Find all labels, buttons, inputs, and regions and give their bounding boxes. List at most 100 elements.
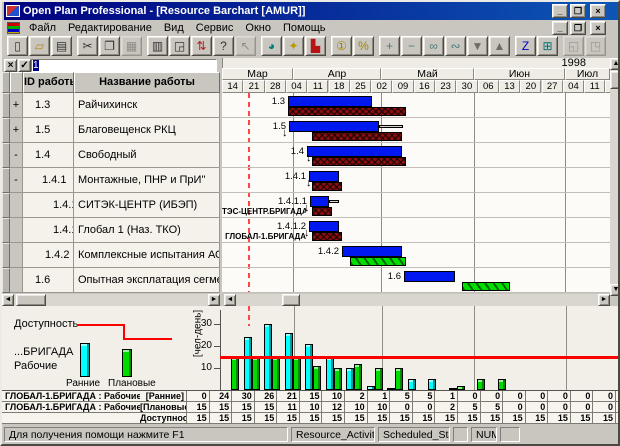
gantt-bar-green[interactable] [462, 282, 510, 291]
move-down-button[interactable]: ▼ [467, 36, 488, 56]
row-header[interactable] [2, 218, 10, 243]
row-header[interactable] [2, 243, 10, 268]
print-button[interactable]: ▥ [147, 36, 168, 56]
expand-toggle[interactable] [10, 218, 23, 243]
expand-toggle[interactable] [10, 193, 23, 218]
table-hscroll-thumb[interactable] [16, 294, 46, 306]
restore-button[interactable]: ❐ [570, 4, 586, 18]
scroll-right-icon[interactable]: ► [208, 294, 220, 306]
menu-сервис[interactable]: Сервис [195, 21, 234, 34]
row-header[interactable] [2, 93, 10, 118]
confirm-edit-button[interactable]: ✓ [18, 59, 31, 72]
menu-окно[interactable]: Окно [245, 21, 271, 34]
scroll-down-icon[interactable]: ▼ [610, 284, 618, 296]
remove-button[interactable]: − [401, 36, 422, 56]
table-row[interactable]: 1.4.1СИТЭК-ЦЕНТР (ИБЭП) [2, 193, 220, 218]
expand-toggle[interactable]: + [10, 118, 23, 143]
expand-toggle[interactable]: - [10, 143, 23, 168]
row-header[interactable] [2, 168, 10, 193]
sort-button[interactable]: ⇅ [191, 36, 212, 56]
cancel-edit-button[interactable]: × [4, 59, 17, 72]
row-header[interactable] [2, 143, 10, 168]
gantt-bar-blue[interactable] [307, 146, 402, 157]
add-button[interactable]: + [379, 36, 400, 56]
child-close-button[interactable]: × [590, 21, 606, 35]
paste-button[interactable]: ▦ [121, 36, 142, 56]
name-column-header[interactable]: Название работы [74, 72, 220, 93]
help-button[interactable]: ? [213, 36, 234, 56]
table-hscrollbar[interactable]: ◄ ► [2, 294, 220, 306]
row-header[interactable] [2, 268, 10, 293]
close-button[interactable]: × [590, 4, 606, 18]
gantt-bar-blue[interactable] [288, 96, 372, 107]
row-header[interactable] [2, 193, 10, 218]
gantt-bar-red[interactable] [312, 132, 402, 141]
scroll-right-icon[interactable]: ► [598, 294, 610, 306]
table-row[interactable]: 1.4.2 Комплексные испытания АО [2, 243, 220, 268]
minimize-button[interactable]: _ [552, 4, 568, 18]
duck-button[interactable]: ✦ [283, 36, 304, 56]
gantt-bar-float[interactable] [379, 125, 403, 128]
context-help-button[interactable]: ↖ [235, 36, 256, 56]
child-restore-button[interactable]: ❐ [570, 21, 586, 35]
link-nodes-button[interactable]: ∞ [423, 36, 444, 56]
gantt-bar-blue[interactable] [342, 246, 402, 257]
gantt-bar-red[interactable] [288, 107, 406, 116]
pane-splitter[interactable] [220, 294, 224, 306]
percent-button[interactable]: % [353, 36, 374, 56]
open-folder-button[interactable]: ▱ [29, 36, 50, 56]
gantt-bar-green[interactable] [350, 257, 406, 266]
barchart-button[interactable]: ▙ [305, 36, 326, 56]
menu-вид[interactable]: Вид [163, 21, 184, 34]
gantt-bar-blue[interactable] [309, 221, 339, 232]
menu-помощь[interactable]: Помощь [282, 21, 326, 34]
document-icon[interactable] [7, 21, 20, 34]
table-row[interactable]: +1.3 Райчихинск [2, 93, 220, 118]
gantt-hscrollbar[interactable]: ◄ ► [224, 294, 610, 306]
child-minimize-button[interactable]: _ [552, 21, 568, 35]
id-column-header[interactable]: ID работы [23, 72, 74, 93]
link-bars-button[interactable]: ∾ [445, 36, 466, 56]
copy-button[interactable]: ❐ [99, 36, 120, 56]
zoom-z-button[interactable]: Z [515, 36, 536, 56]
save-button[interactable]: ▤ [51, 36, 72, 56]
scroll-left-icon[interactable]: ◄ [2, 294, 14, 306]
cut-button[interactable]: ✂ [77, 36, 98, 56]
expand-toggle[interactable] [10, 243, 23, 268]
scroll-up-icon[interactable]: ▲ [610, 58, 618, 70]
expand-toggle[interactable]: - [10, 168, 23, 193]
unknown-right-button[interactable]: ◳ [585, 36, 606, 56]
move-up-button[interactable]: ▲ [489, 36, 510, 56]
table-row[interactable]: -1.4.1 Монтажные, ПНР и ПрИ" [2, 168, 220, 193]
expand-toggle[interactable]: + [10, 93, 23, 118]
new-document-button[interactable]: ▯ [7, 36, 28, 56]
menu-редактирование[interactable]: Редактирование [68, 21, 152, 34]
row-header[interactable] [2, 118, 10, 143]
scroll-left-icon[interactable]: ◄ [224, 294, 236, 306]
gantt-bar-red[interactable] [312, 157, 406, 166]
gantt-bar-blue[interactable] [309, 171, 339, 182]
table-row[interactable]: -1.4 Свободный [2, 143, 220, 168]
gantt-bar-blue[interactable] [289, 121, 379, 132]
screen-view-button[interactable]: ⊞ [537, 36, 558, 56]
clock-button[interactable]: ◕ [261, 36, 282, 56]
gantt-bar-float[interactable] [329, 200, 339, 203]
gantt-hscroll-thumb[interactable] [282, 294, 300, 306]
gantt-bar-red[interactable] [312, 182, 342, 191]
coin-one-button[interactable]: ① [331, 36, 352, 56]
cell-edit-input[interactable]: 1 [31, 59, 217, 72]
gantt-bar-red[interactable] [312, 207, 332, 216]
table-row[interactable]: 1.4.1Глобал 1 (Наз. ТКО) [2, 218, 220, 243]
gantt-bar-red[interactable] [312, 232, 342, 241]
table-row[interactable]: +1.5 Благовещенск РКЦ [2, 118, 220, 143]
vscroll-thumb[interactable] [610, 71, 618, 89]
expand-toggle[interactable] [10, 268, 23, 293]
print-preview-button[interactable]: ◲ [169, 36, 190, 56]
menu-файл[interactable]: Файл [29, 21, 57, 34]
gantt-bar-blue[interactable] [404, 271, 455, 282]
unknown-left-button[interactable]: ◱ [563, 36, 584, 56]
gantt-bar-blue[interactable] [310, 196, 329, 207]
gantt-vscrollbar[interactable]: ▲ ▼ [610, 58, 618, 296]
app-icon[interactable] [6, 5, 20, 17]
